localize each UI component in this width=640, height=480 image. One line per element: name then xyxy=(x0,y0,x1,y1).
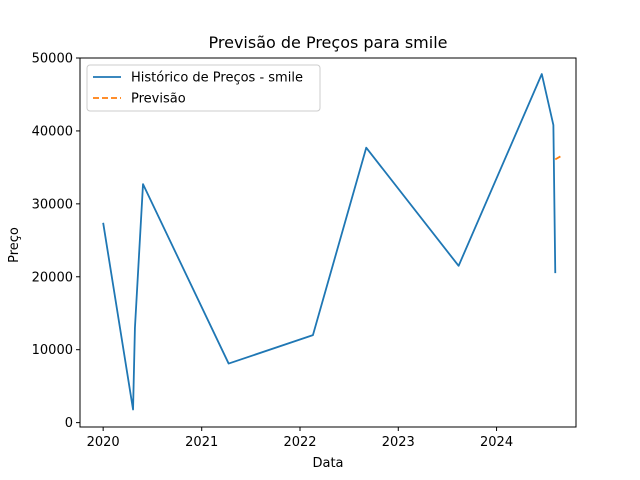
legend-label: Histórico de Preços - smile xyxy=(131,71,303,86)
x-axis: 2020 2021 2022 2023 2024 xyxy=(87,427,513,450)
axes-frame xyxy=(79,57,577,428)
y-axis-label: Preço xyxy=(7,227,22,263)
plot-area xyxy=(102,73,561,411)
y-tick-label: 50000 xyxy=(32,52,73,67)
x-tick-label: 2023 xyxy=(382,435,415,450)
x-tick-label: 2024 xyxy=(480,435,513,450)
legend-label: Previsão xyxy=(131,92,186,107)
series-line-historico xyxy=(102,73,557,411)
x-tick-label: 2020 xyxy=(87,435,120,450)
x-tick-label: 2021 xyxy=(185,435,218,450)
legend-box xyxy=(86,64,321,112)
chart-title: Previsão de Preços para smile xyxy=(209,33,448,52)
y-tick-label: 0 xyxy=(65,416,73,431)
y-tick-label: 20000 xyxy=(32,270,73,285)
x-tick-label: 2022 xyxy=(283,435,316,450)
series-line-previsao xyxy=(554,155,561,161)
y-axis: 0 10000 20000 30000 40000 50000 xyxy=(32,52,80,431)
y-tick-label: 30000 xyxy=(32,197,73,212)
legend: Histórico de Preços - smile Previsão xyxy=(86,64,321,112)
y-tick-label: 10000 xyxy=(32,343,73,358)
y-tick-label: 40000 xyxy=(32,124,73,139)
x-axis-label: Data xyxy=(312,456,343,471)
